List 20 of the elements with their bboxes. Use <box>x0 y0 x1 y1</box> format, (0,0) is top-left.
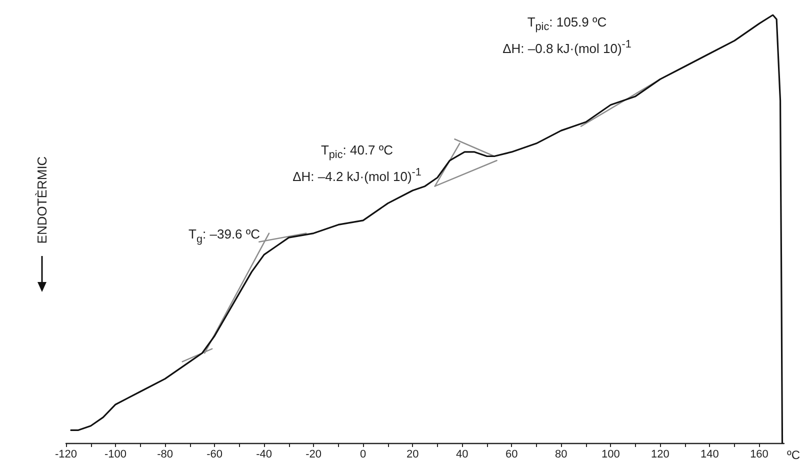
x-tick-label: 100 <box>602 448 620 460</box>
x-tick-label: 40 <box>456 448 468 460</box>
x-tick-label: 160 <box>750 448 768 460</box>
x-tick-label: -20 <box>306 448 322 460</box>
x-tick-label: -120 <box>54 448 78 460</box>
annotation: T$_{pic}$: 40.7 ºC ΔH: –4.2 kJ·(mol 10)$^{-1}$ <box>292 142 422 184</box>
x-tick-label: 120 <box>651 448 670 460</box>
x-tick-label: 140 <box>700 448 719 460</box>
x-tick-label: 60 <box>506 448 518 460</box>
x-tick-label: -80 <box>157 448 173 460</box>
annotation: T$_{g}$: –39.6 ºC <box>188 226 260 248</box>
x-tick-label: 80 <box>555 448 568 460</box>
x-tick-label: 0 <box>360 448 366 460</box>
x-tick-label: -60 <box>206 448 223 460</box>
x-axis-title: ºC <box>787 448 800 462</box>
x-tick-label: -100 <box>104 448 127 460</box>
annotation: T$_{pic}$: 105.9 ºC ΔH: –0.8 kJ·(mol 10)$^{-1}$ <box>502 14 632 56</box>
y-axis-title: ENDOTÈRMIC <box>34 156 50 244</box>
x-tick-label: 20 <box>406 448 419 460</box>
x-tick-label: -40 <box>256 448 272 460</box>
